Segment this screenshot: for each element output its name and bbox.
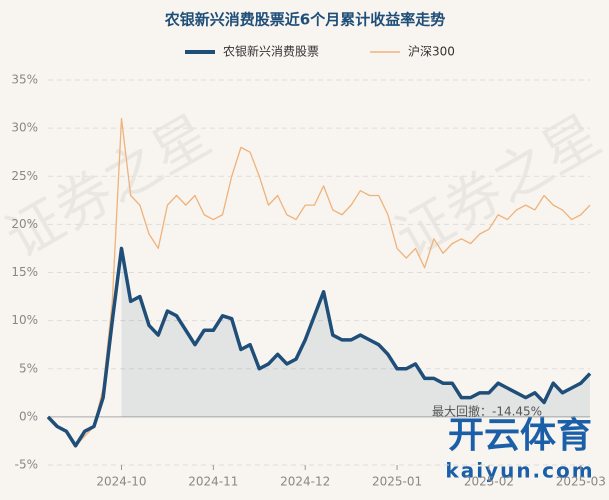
x-tick-label: 2025-02: [464, 475, 514, 489]
area: [121, 248, 591, 417]
y-tick-label: 35%: [11, 73, 38, 87]
chart-title: 农银新兴消费股票近6个月累计收益率走势: [164, 11, 445, 29]
x-tick-label: 2024-12: [280, 475, 330, 489]
series-line: [47, 117, 591, 447]
x-tick-label: 2024-11: [188, 475, 238, 489]
annotation: 最大回撤：-14.45%: [432, 404, 542, 419]
logo-text: 开云体育: [448, 415, 592, 456]
x-tick-label: 2024-10: [96, 475, 146, 489]
x-tick-label: 2025-01: [372, 475, 422, 489]
legend-label: 农银新兴消费股票: [223, 44, 319, 59]
y-tick-label: 5%: [19, 361, 38, 375]
legend-label: 沪深300: [408, 45, 455, 59]
x-tick-label: 2025-03: [556, 475, 606, 489]
y-tick-label: 30%: [11, 121, 38, 135]
y-tick-label: 0%: [19, 409, 38, 423]
y-tick-label: -5%: [15, 458, 38, 472]
logo-url: kaiyun.com: [445, 459, 594, 483]
y-tick-label: 15%: [11, 265, 38, 279]
y-tick-label: 10%: [11, 313, 38, 327]
y-tick-label: 25%: [11, 169, 38, 183]
y-tick-label: 20%: [11, 217, 38, 231]
series-line: [46, 246, 592, 448]
